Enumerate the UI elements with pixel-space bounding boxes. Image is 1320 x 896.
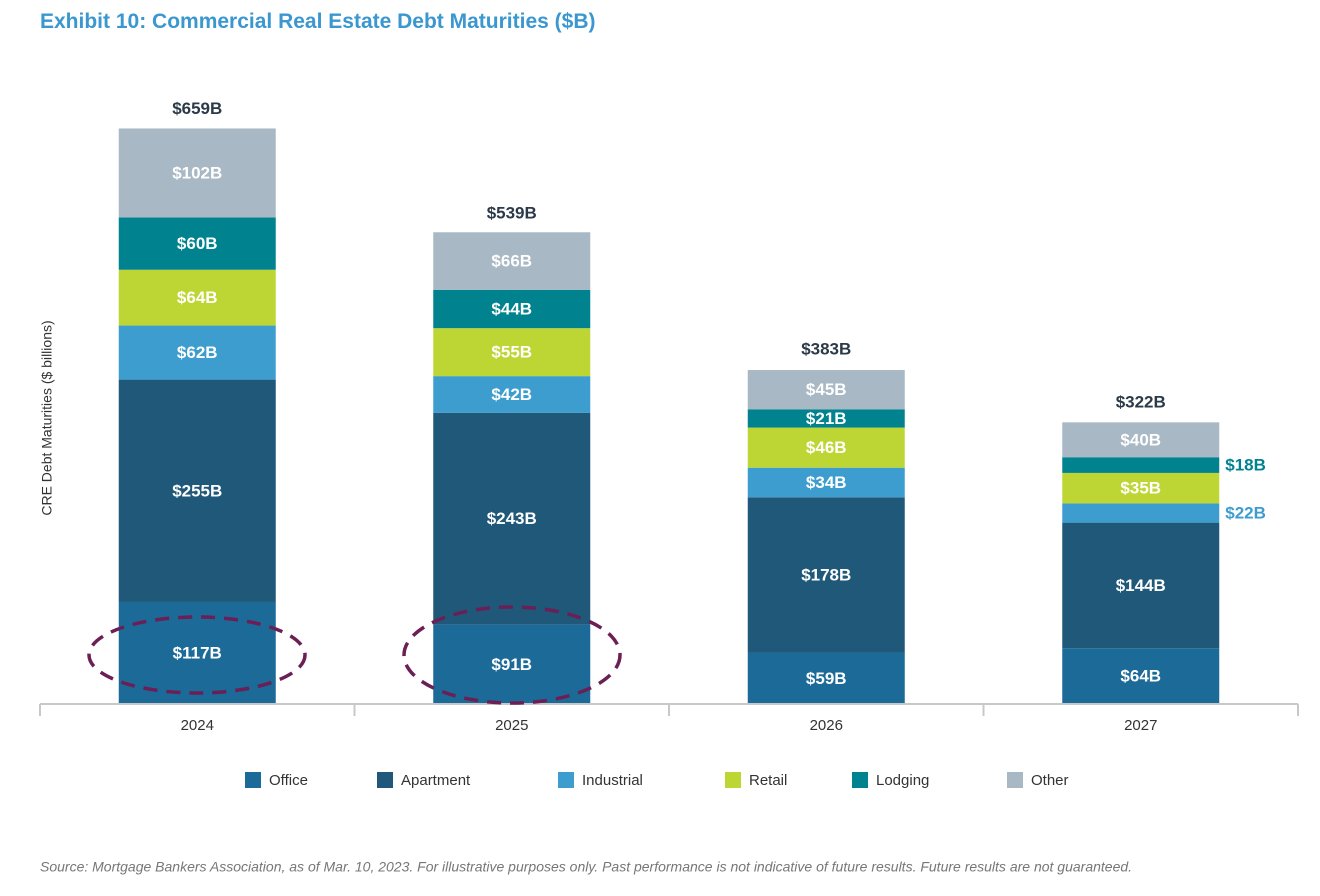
bar-segment [118,379,276,602]
value-label: $55B [491,343,532,362]
bar-segment [747,497,905,653]
value-label: $117B [173,643,222,662]
value-label: $44B [491,299,532,318]
legend-swatch [558,772,574,788]
value-label: $40B [1120,430,1161,449]
bar-segment [747,370,905,410]
legend-label: Industrial [582,772,643,789]
legend-label: Apartment [401,772,471,789]
bar-segment [433,624,591,704]
y-axis-title: CRE Debt Maturities ($ billions) [39,320,55,515]
value-label: $64B [1120,667,1161,686]
bar-segment [118,325,276,380]
bar-segment [118,217,276,270]
legend-swatch [377,772,393,788]
value-label: $102B [172,163,222,182]
value-label: $243B [487,509,537,528]
legend-swatch [852,772,868,788]
bar-segment [747,467,905,498]
bar-segment [433,232,591,290]
bar-segment [118,269,276,326]
legend-label: Retail [749,772,787,789]
value-label: $144B [1116,576,1166,595]
total-label: $659B [172,99,222,118]
bar-segment [1062,422,1220,458]
value-label: $35B [1120,479,1161,498]
highlight-ellipse [402,605,622,705]
value-label: $22B [1225,504,1266,523]
bar-segment [1062,472,1220,504]
value-label: $62B [177,343,218,362]
bar-segment [1062,503,1220,523]
total-label: $322B [1116,393,1166,412]
value-label: $46B [806,438,847,457]
bar-segment [747,427,905,468]
value-label: $34B [806,473,847,492]
value-label: $255B [172,481,222,500]
bar-segment [1062,457,1220,473]
value-label: $64B [177,288,218,307]
legend-swatch [725,772,741,788]
bar-segment [433,328,591,377]
x-tick-label: 2025 [495,717,528,734]
x-tick-label: 2027 [1124,717,1157,734]
bar-segment [747,409,905,428]
legend-label: Other [1031,772,1069,789]
value-label: $45B [806,380,847,399]
highlight-ellipse [87,615,307,695]
value-label: $21B [806,409,847,428]
legend-swatch [1007,772,1023,788]
bar-segment [118,128,276,218]
bar-segment [1062,648,1220,704]
chart-title: Exhibit 10: Commercial Real Estate Debt … [40,10,596,33]
total-label: $383B [801,340,851,359]
bar-segment [747,652,905,704]
legend-label: Lodging [876,772,929,789]
plot: $117B $255B $62B $64B $60B $102B $659B 2024 $91B… [39,99,1299,789]
value-label: $91B [491,655,532,674]
x-tick-label: 2026 [810,717,843,734]
bar-segment [433,289,591,329]
x-tick-label: 2024 [181,717,214,734]
value-label: $42B [491,385,532,404]
legend-label: Office [269,772,308,789]
bar-segment [1062,522,1220,649]
total-label: $539B [487,203,537,222]
value-label: $18B [1225,456,1266,475]
source-note: Source: Mortgage Bankers Association, as… [40,859,1132,875]
value-label: $59B [806,669,847,688]
legend-swatch [245,772,261,788]
value-label: $60B [177,234,218,253]
bar-segment [433,376,591,413]
value-label: $66B [491,252,532,271]
value-label: $178B [801,565,851,584]
bar-segment [433,412,591,625]
